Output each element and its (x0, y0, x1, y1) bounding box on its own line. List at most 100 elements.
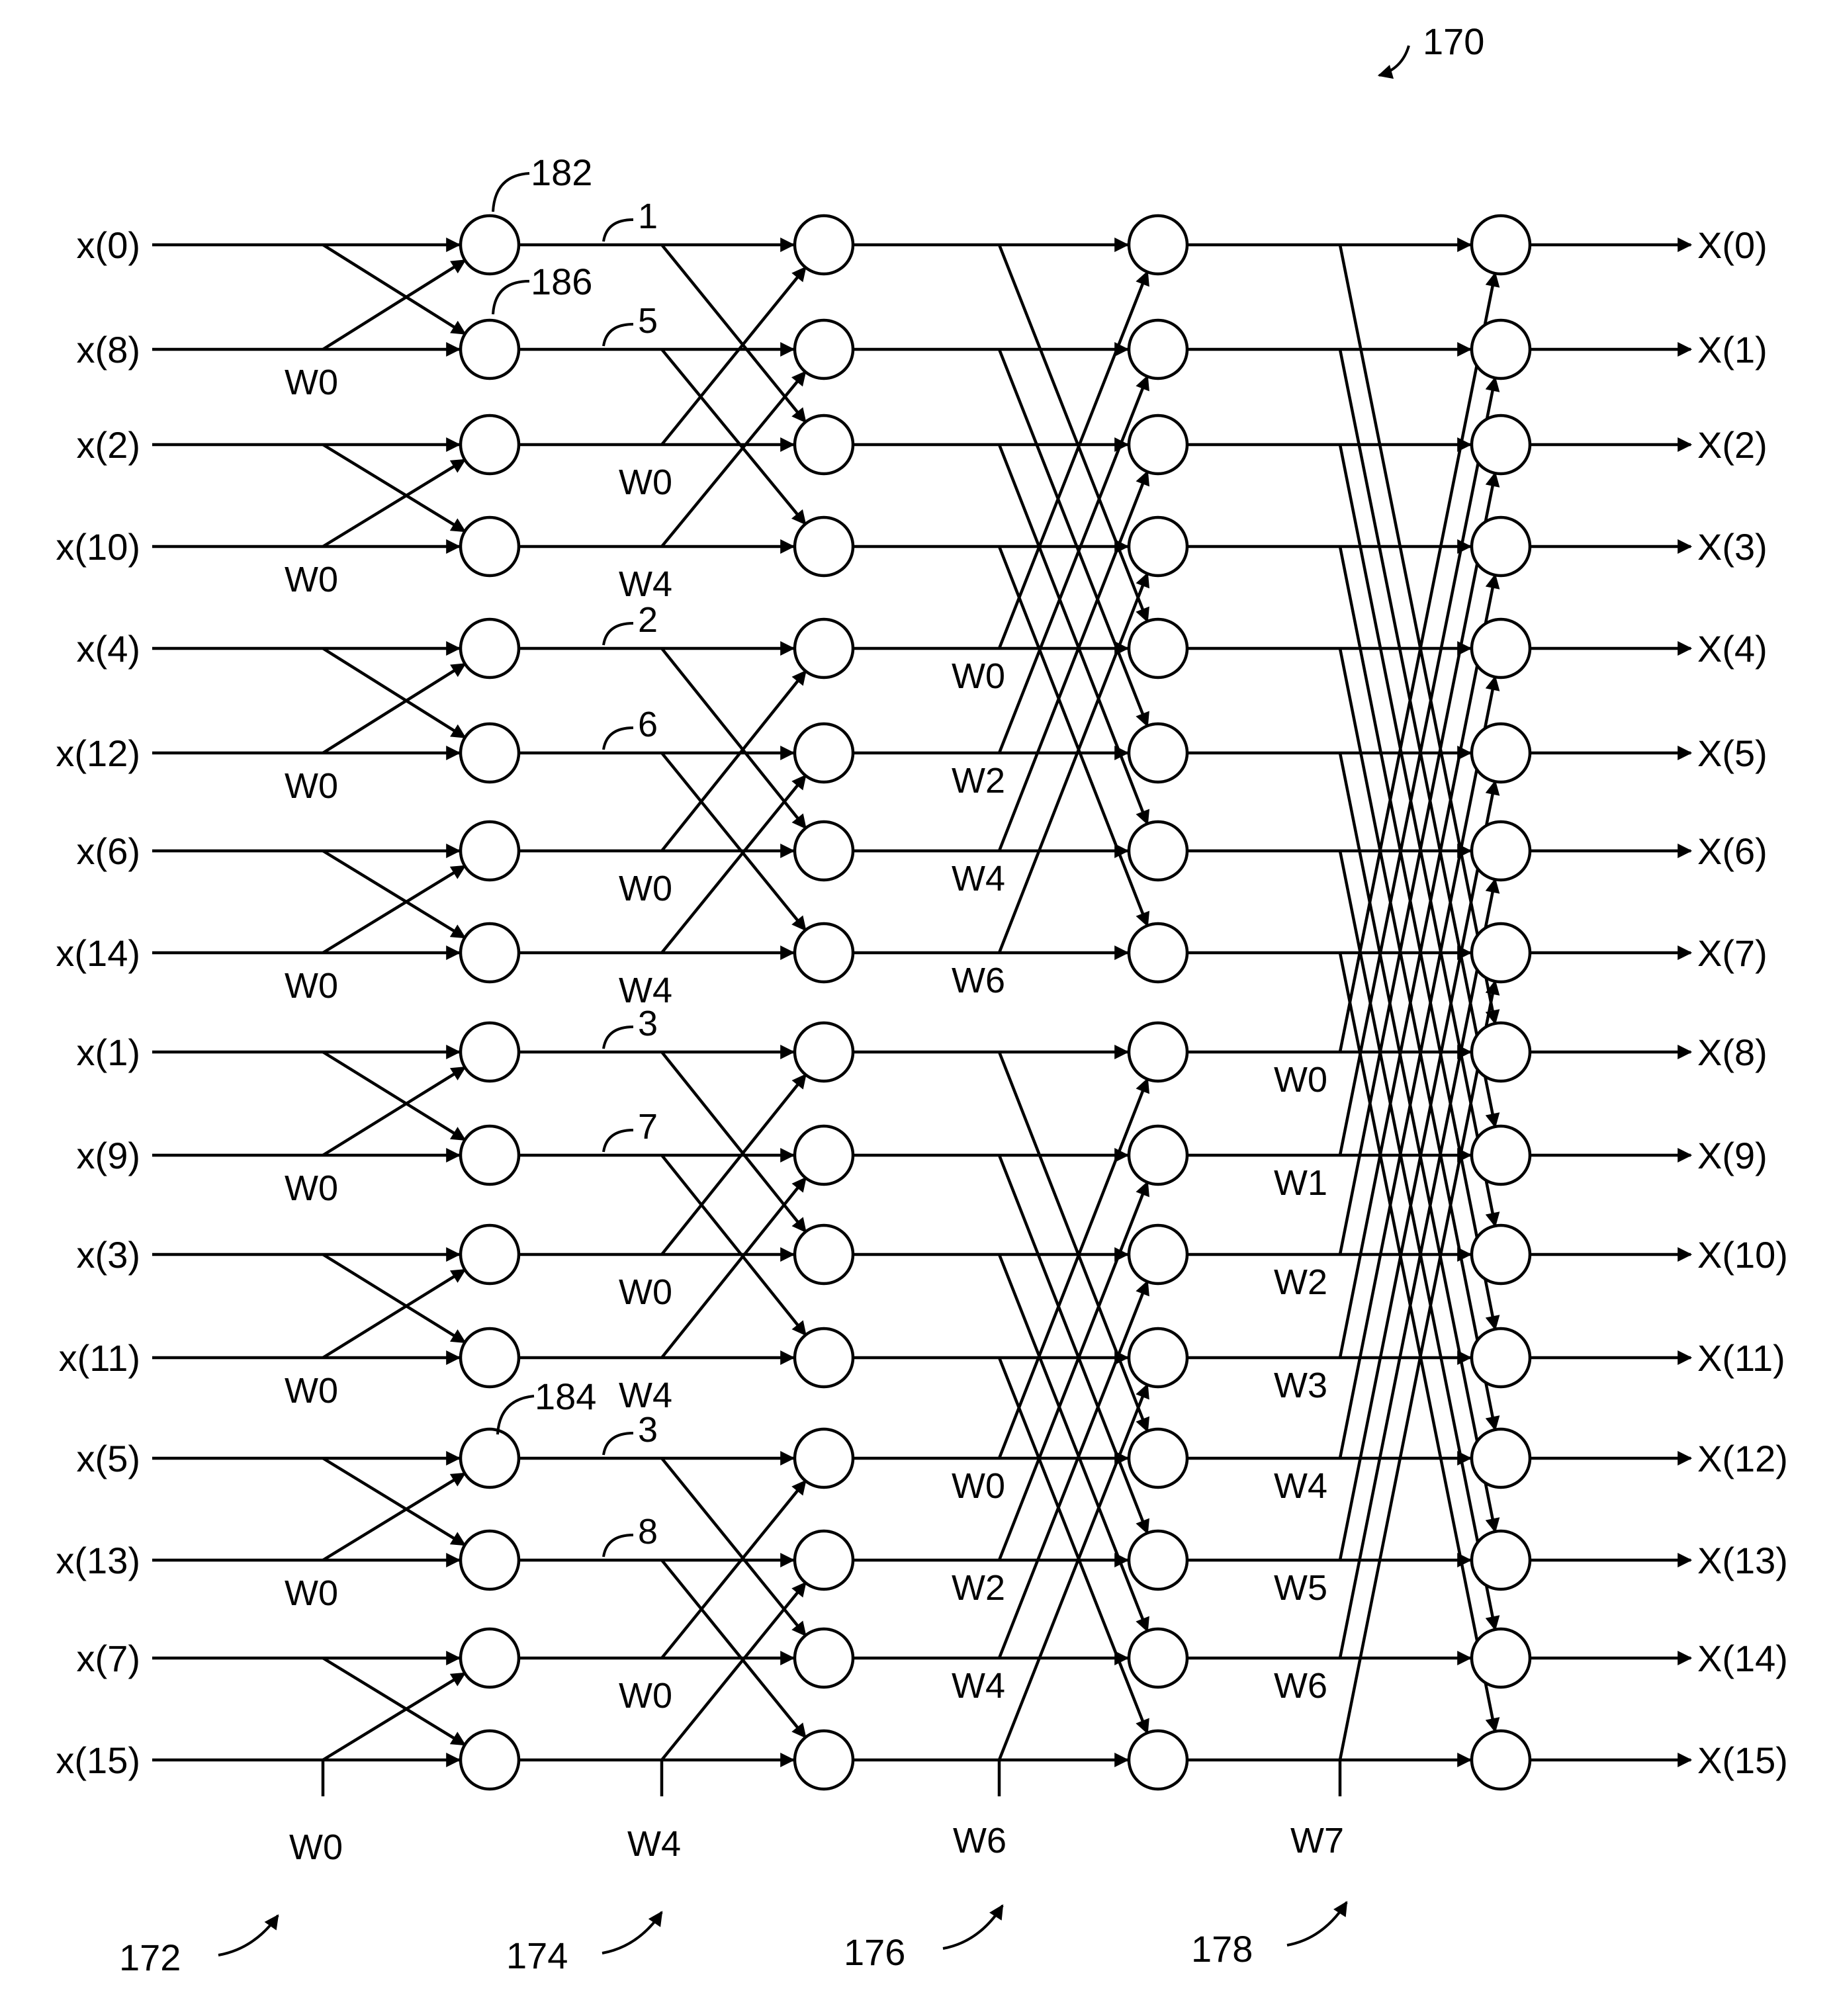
butterfly-node (1470, 1124, 1532, 1186)
butterfly-node (459, 414, 521, 476)
figure-ref-arrow (1377, 45, 1410, 79)
stage2-ref-number: 174 (506, 1935, 568, 1976)
input-label: x(4) (77, 628, 140, 670)
node-ref-182-leader (492, 172, 530, 212)
input-label: x(14) (56, 932, 140, 974)
path-label-leader (602, 1026, 634, 1049)
stage3-cross-wire (997, 1383, 1149, 1761)
butterfly-node (459, 1327, 521, 1389)
stage1-cross-wire (322, 850, 467, 939)
node-ref-182: 182 (531, 152, 592, 193)
stage3-cross-wire (997, 470, 1150, 852)
butterfly-node (1470, 1021, 1532, 1083)
butterfly-node (459, 1124, 521, 1186)
stage2-cross-wire (660, 1073, 807, 1256)
stage4-cross-wire (1338, 648, 1500, 1432)
butterfly-node (793, 1627, 855, 1689)
node-ref-184-leader (496, 1395, 535, 1435)
stage1-cross-wire (322, 259, 467, 351)
stage2-twiddle-label: W4 (619, 564, 672, 604)
stage4-twiddle-label: W5 (1274, 1568, 1327, 1608)
stage3-cross-wire (997, 1155, 1149, 1535)
path-label-leader (602, 1534, 634, 1557)
stage3-cross-wire (997, 1180, 1149, 1561)
stage3-twiddle-label: W0 (952, 656, 1005, 696)
butterfly-node (459, 1427, 521, 1489)
butterfly-nodes (459, 214, 1532, 1791)
butterfly-node (793, 820, 855, 882)
node-ref-186: 186 (531, 261, 592, 302)
stage3-cross-wire (997, 444, 1150, 826)
butterfly-node (793, 214, 855, 276)
stage3-twiddle-label: W4 (952, 1666, 1005, 1706)
stage1-cross-wire (322, 662, 467, 754)
stage1-cross-wire (322, 459, 467, 548)
stage1-twiddle-label: W0 (285, 1573, 338, 1613)
path-label-leader (602, 218, 634, 242)
stage2-twiddle-label: W0 (619, 1272, 672, 1312)
stage4-twiddle-label: W0 (1274, 1060, 1327, 1100)
input-label: x(10) (56, 526, 140, 568)
stage4-ref-number: 178 (1191, 1928, 1253, 1970)
stage3-ref-arrow (942, 1904, 1004, 1950)
input-label: x(0) (77, 224, 140, 266)
stage2-path-label: 6 (638, 705, 658, 744)
butterfly-node (1127, 1223, 1189, 1286)
butterfly-node (1127, 820, 1189, 882)
stage2-cross-wire (660, 647, 807, 830)
path-label-leader (602, 1432, 634, 1456)
input-label: x(12) (56, 732, 140, 774)
butterfly-node (1470, 318, 1532, 380)
stage4-cross-wire (1338, 752, 1500, 1534)
output-label: X(10) (1697, 1234, 1788, 1276)
stage4-twiddle-label: W4 (1274, 1466, 1327, 1506)
input-label: x(7) (77, 1638, 140, 1679)
stage1-cross-wire (322, 1253, 467, 1344)
stage4-twiddle-label: W1 (1274, 1163, 1327, 1203)
stage1-cross-wire (322, 1472, 467, 1561)
butterfly-node (793, 617, 855, 679)
stage1-cross-wire (322, 243, 467, 335)
stage2-cross-wire (660, 1051, 807, 1233)
stage3-cross-wire (997, 1357, 1149, 1735)
stage1-ref-arrow (218, 1914, 279, 1956)
butterfly-node (793, 722, 855, 784)
stage2-path-label: 3 (638, 1410, 658, 1450)
stage4-cross-wire (1338, 349, 1500, 1129)
output-label: X(3) (1697, 526, 1767, 568)
stage3-cross-wire (997, 270, 1149, 649)
butterfly-node (1470, 820, 1532, 882)
stage2-path-label: 8 (638, 1512, 658, 1552)
stage3-cross-wire (997, 1280, 1149, 1659)
stage2-twiddle-label: W0 (619, 869, 672, 908)
input-label: x(5) (77, 1438, 140, 1479)
output-label: X(8) (1697, 1031, 1767, 1073)
stage4-cross-wire (1338, 675, 1500, 1459)
butterfly-node (1127, 1124, 1189, 1186)
butterfly-node (793, 1223, 855, 1286)
butterfly-node (1127, 722, 1189, 784)
stage1-twiddle-label: W0 (285, 363, 338, 402)
butterfly-node (1470, 1223, 1532, 1286)
figure-reference: 170 (1377, 21, 1484, 79)
butterfly-node (459, 1223, 521, 1286)
path-label-leader (602, 1129, 634, 1153)
butterfly-node (1470, 1729, 1532, 1791)
stage2-cross-wire (660, 1457, 807, 1637)
stage1-ref-number: 172 (119, 1937, 181, 1978)
output-label: X(2) (1697, 424, 1767, 466)
butterfly-node (1127, 515, 1189, 578)
stage1-cross-wire (322, 1672, 467, 1761)
butterfly-node (459, 515, 521, 578)
input-label: x(2) (77, 424, 140, 466)
stage2-bottom-twiddle: W4 (627, 1824, 681, 1864)
stage2-path-label: 3 (638, 1004, 658, 1043)
signal-labels: x(0) x(8) x(2) x(10) x(4) x(12) x(6) x(14) x(1) x… (56, 197, 1788, 1867)
butterfly-node (793, 414, 855, 476)
stage2-cross-wire (660, 1559, 807, 1739)
butterfly-node (1470, 1627, 1532, 1689)
stage4-cross-wire (1338, 779, 1500, 1561)
stage3-bottom-twiddle: W6 (953, 1821, 1006, 1861)
stage1-twiddle-label: W0 (285, 966, 338, 1006)
stage1-twiddle-label: W0 (285, 1168, 338, 1208)
